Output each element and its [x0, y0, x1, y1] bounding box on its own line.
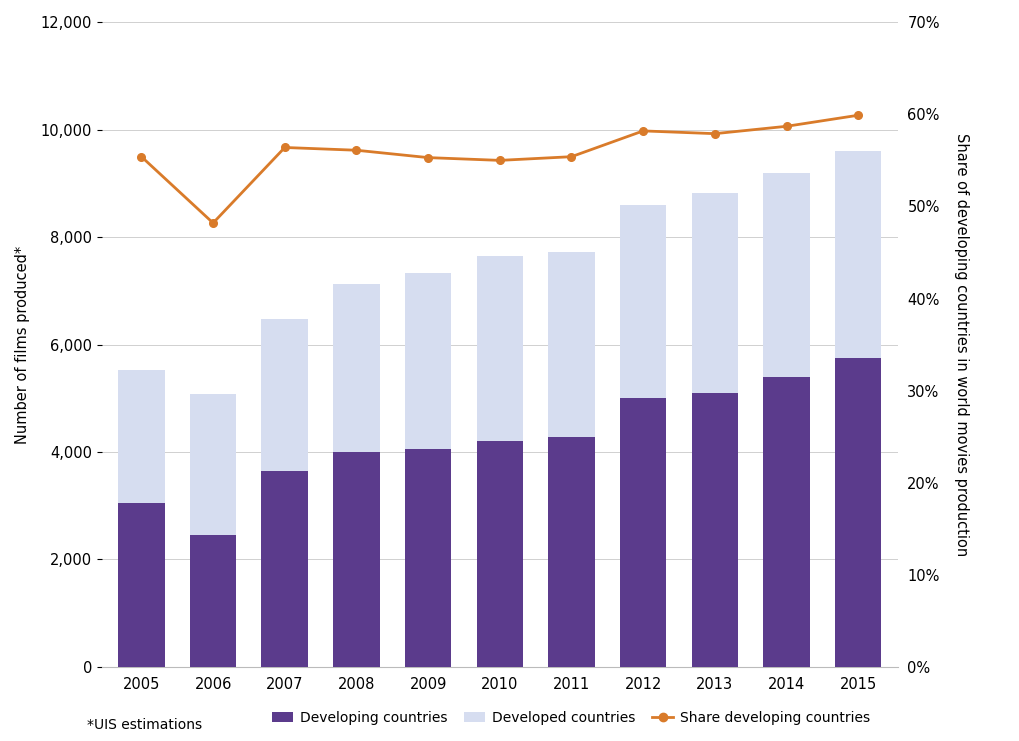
Bar	[476, 442, 523, 667]
Bar	[762, 173, 809, 377]
Bar	[118, 370, 164, 503]
Share developing countries	[493, 156, 505, 165]
Bar	[261, 471, 308, 667]
Bar	[691, 193, 738, 393]
Text: *UIS estimations: *UIS estimations	[87, 718, 202, 732]
Bar	[405, 273, 451, 449]
Bar	[405, 449, 451, 667]
Share developing countries	[780, 122, 792, 130]
Bar	[476, 256, 523, 442]
Share developing countries	[708, 129, 720, 138]
Bar	[333, 284, 379, 452]
Bar	[547, 252, 594, 437]
Bar	[118, 503, 164, 667]
Share developing countries	[637, 127, 649, 136]
Bar	[190, 394, 236, 535]
Bar	[835, 151, 880, 358]
Bar	[333, 452, 379, 667]
Bar	[762, 377, 809, 667]
Share developing countries	[278, 143, 290, 152]
Line: Share developing countries: Share developing countries	[138, 111, 861, 227]
Legend: Developing countries, Developed countries, Share developing countries: Developing countries, Developed countrie…	[267, 705, 874, 731]
Share developing countries	[350, 146, 362, 155]
Bar	[190, 535, 236, 667]
Y-axis label: Number of films produced*: Number of films produced*	[15, 245, 30, 444]
Y-axis label: Share of developing countries in world movies production: Share of developing countries in world m…	[953, 133, 968, 556]
Bar	[547, 437, 594, 667]
Bar	[620, 205, 665, 399]
Bar	[620, 399, 665, 667]
Share developing countries	[136, 152, 148, 161]
Share developing countries	[422, 153, 434, 162]
Bar	[261, 319, 308, 471]
Share developing countries	[207, 219, 219, 227]
Bar	[835, 358, 880, 667]
Bar	[691, 393, 738, 667]
Share developing countries	[851, 111, 863, 120]
Share developing countries	[565, 152, 577, 161]
